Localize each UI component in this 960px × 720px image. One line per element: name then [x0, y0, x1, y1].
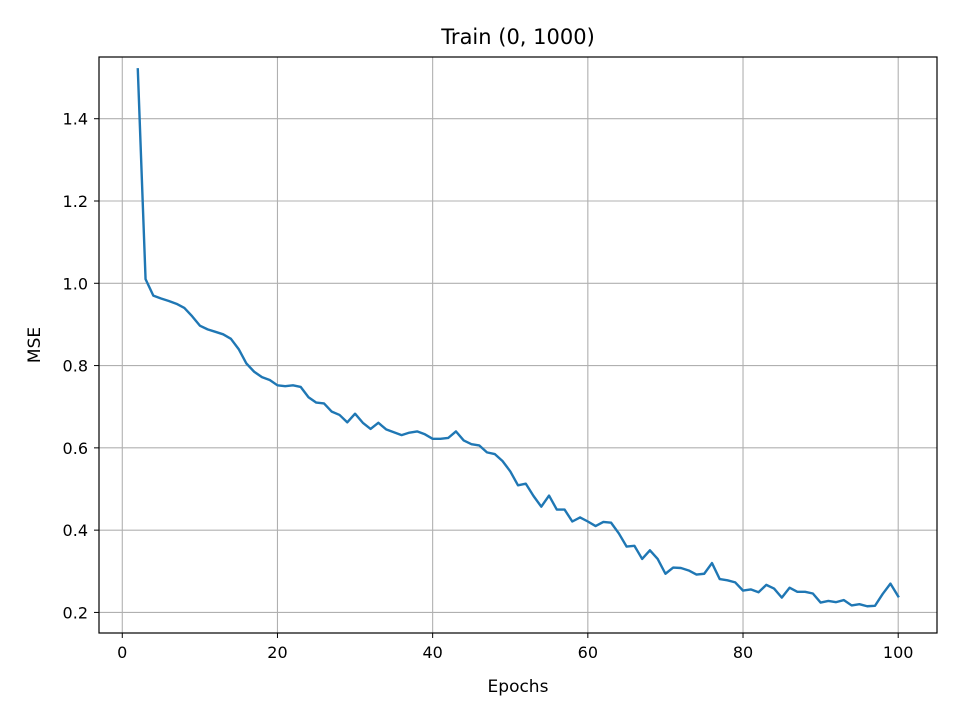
y-tick-label: 1.2 — [63, 192, 88, 211]
y-tick-label: 0.8 — [63, 357, 88, 376]
y-tick-label: 1.0 — [63, 274, 88, 293]
x-tick-label: 40 — [422, 643, 442, 662]
plot-area — [136, 68, 900, 608]
axis-ticks: 0 20 40 60 80 100 0.2 0.4 0.6 0.8 1.0 1.2 1.4 — [63, 110, 914, 662]
chart-title: Train (0, 1000) — [440, 25, 595, 49]
y-tick-label: 1.4 — [63, 110, 88, 129]
y-axis-label: MSE — [25, 327, 45, 363]
y-tick-label: 0.4 — [63, 521, 88, 540]
y-tick-label: 0.6 — [63, 439, 88, 458]
x-tick-label: 60 — [578, 643, 598, 662]
x-tick-label: 0 — [117, 643, 127, 662]
grid — [99, 57, 937, 633]
series-line — [136, 68, 900, 608]
y-tick-label: 0.2 — [63, 603, 88, 622]
x-axis-label: Epochs — [488, 677, 549, 697]
plot-frame — [98, 56, 938, 634]
x-tick-label: 20 — [267, 643, 287, 662]
x-tick-label: 100 — [883, 643, 914, 662]
x-tick-label: 80 — [733, 643, 753, 662]
